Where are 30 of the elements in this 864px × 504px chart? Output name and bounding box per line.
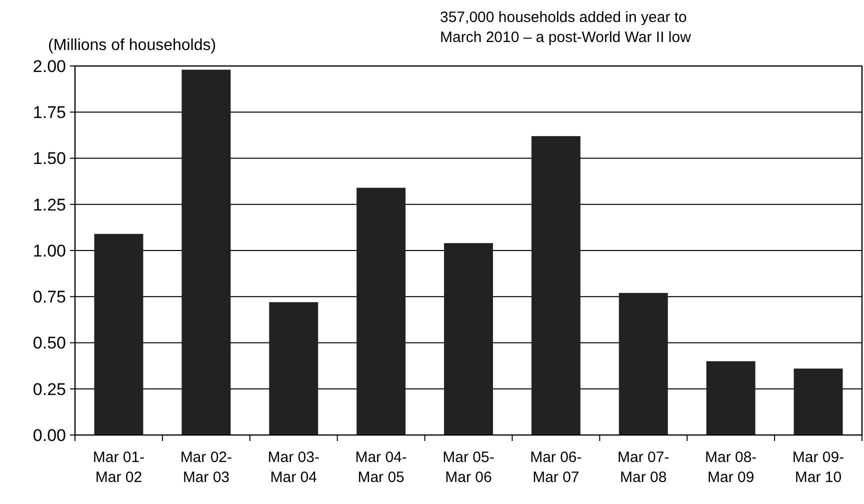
x-tick-label: Mar 04-Mar 05 (355, 449, 407, 486)
x-tick-label: Mar 08-Mar 09 (704, 449, 757, 486)
x-tick-label: Mar 09-Mar 10 (792, 449, 844, 486)
x-tick-label: Mar 02-Mar 03 (180, 449, 232, 486)
bar (269, 302, 318, 435)
bar (618, 292, 668, 435)
x-tick-label: Mar 01-Mar 02 (92, 449, 145, 486)
x-tick-label: Mar 05-Mar 06 (442, 449, 494, 486)
y-tick-label: 1.00 (32, 241, 66, 260)
bar (94, 234, 144, 435)
bar (794, 368, 843, 435)
y-tick-label: 0.50 (32, 334, 66, 353)
x-tick-label: Mar 07-Mar 08 (618, 449, 670, 486)
y-axis-title: (Millions of households) (48, 37, 216, 54)
bar (182, 70, 231, 435)
y-tick-label: 1.50 (32, 149, 66, 168)
y-tick-label: 0.75 (32, 288, 66, 307)
y-tick-label: 0.25 (32, 380, 66, 399)
bar (444, 243, 493, 435)
bar (531, 136, 580, 435)
y-tick-label: 1.75 (32, 103, 66, 122)
bar (706, 361, 756, 435)
text: 357,000 households added in year to (440, 9, 687, 26)
y-tick-label: 0.00 (32, 426, 66, 445)
bar (356, 188, 406, 435)
x-tick-label: Mar 03-Mar 04 (268, 449, 320, 486)
x-tick-label: Mar 06-Mar 07 (530, 449, 582, 486)
y-tick-label: 2.00 (32, 56, 66, 76)
y-tick-label: 1.25 (32, 195, 66, 214)
text: March 2010 – a post-World War II low (440, 29, 692, 46)
